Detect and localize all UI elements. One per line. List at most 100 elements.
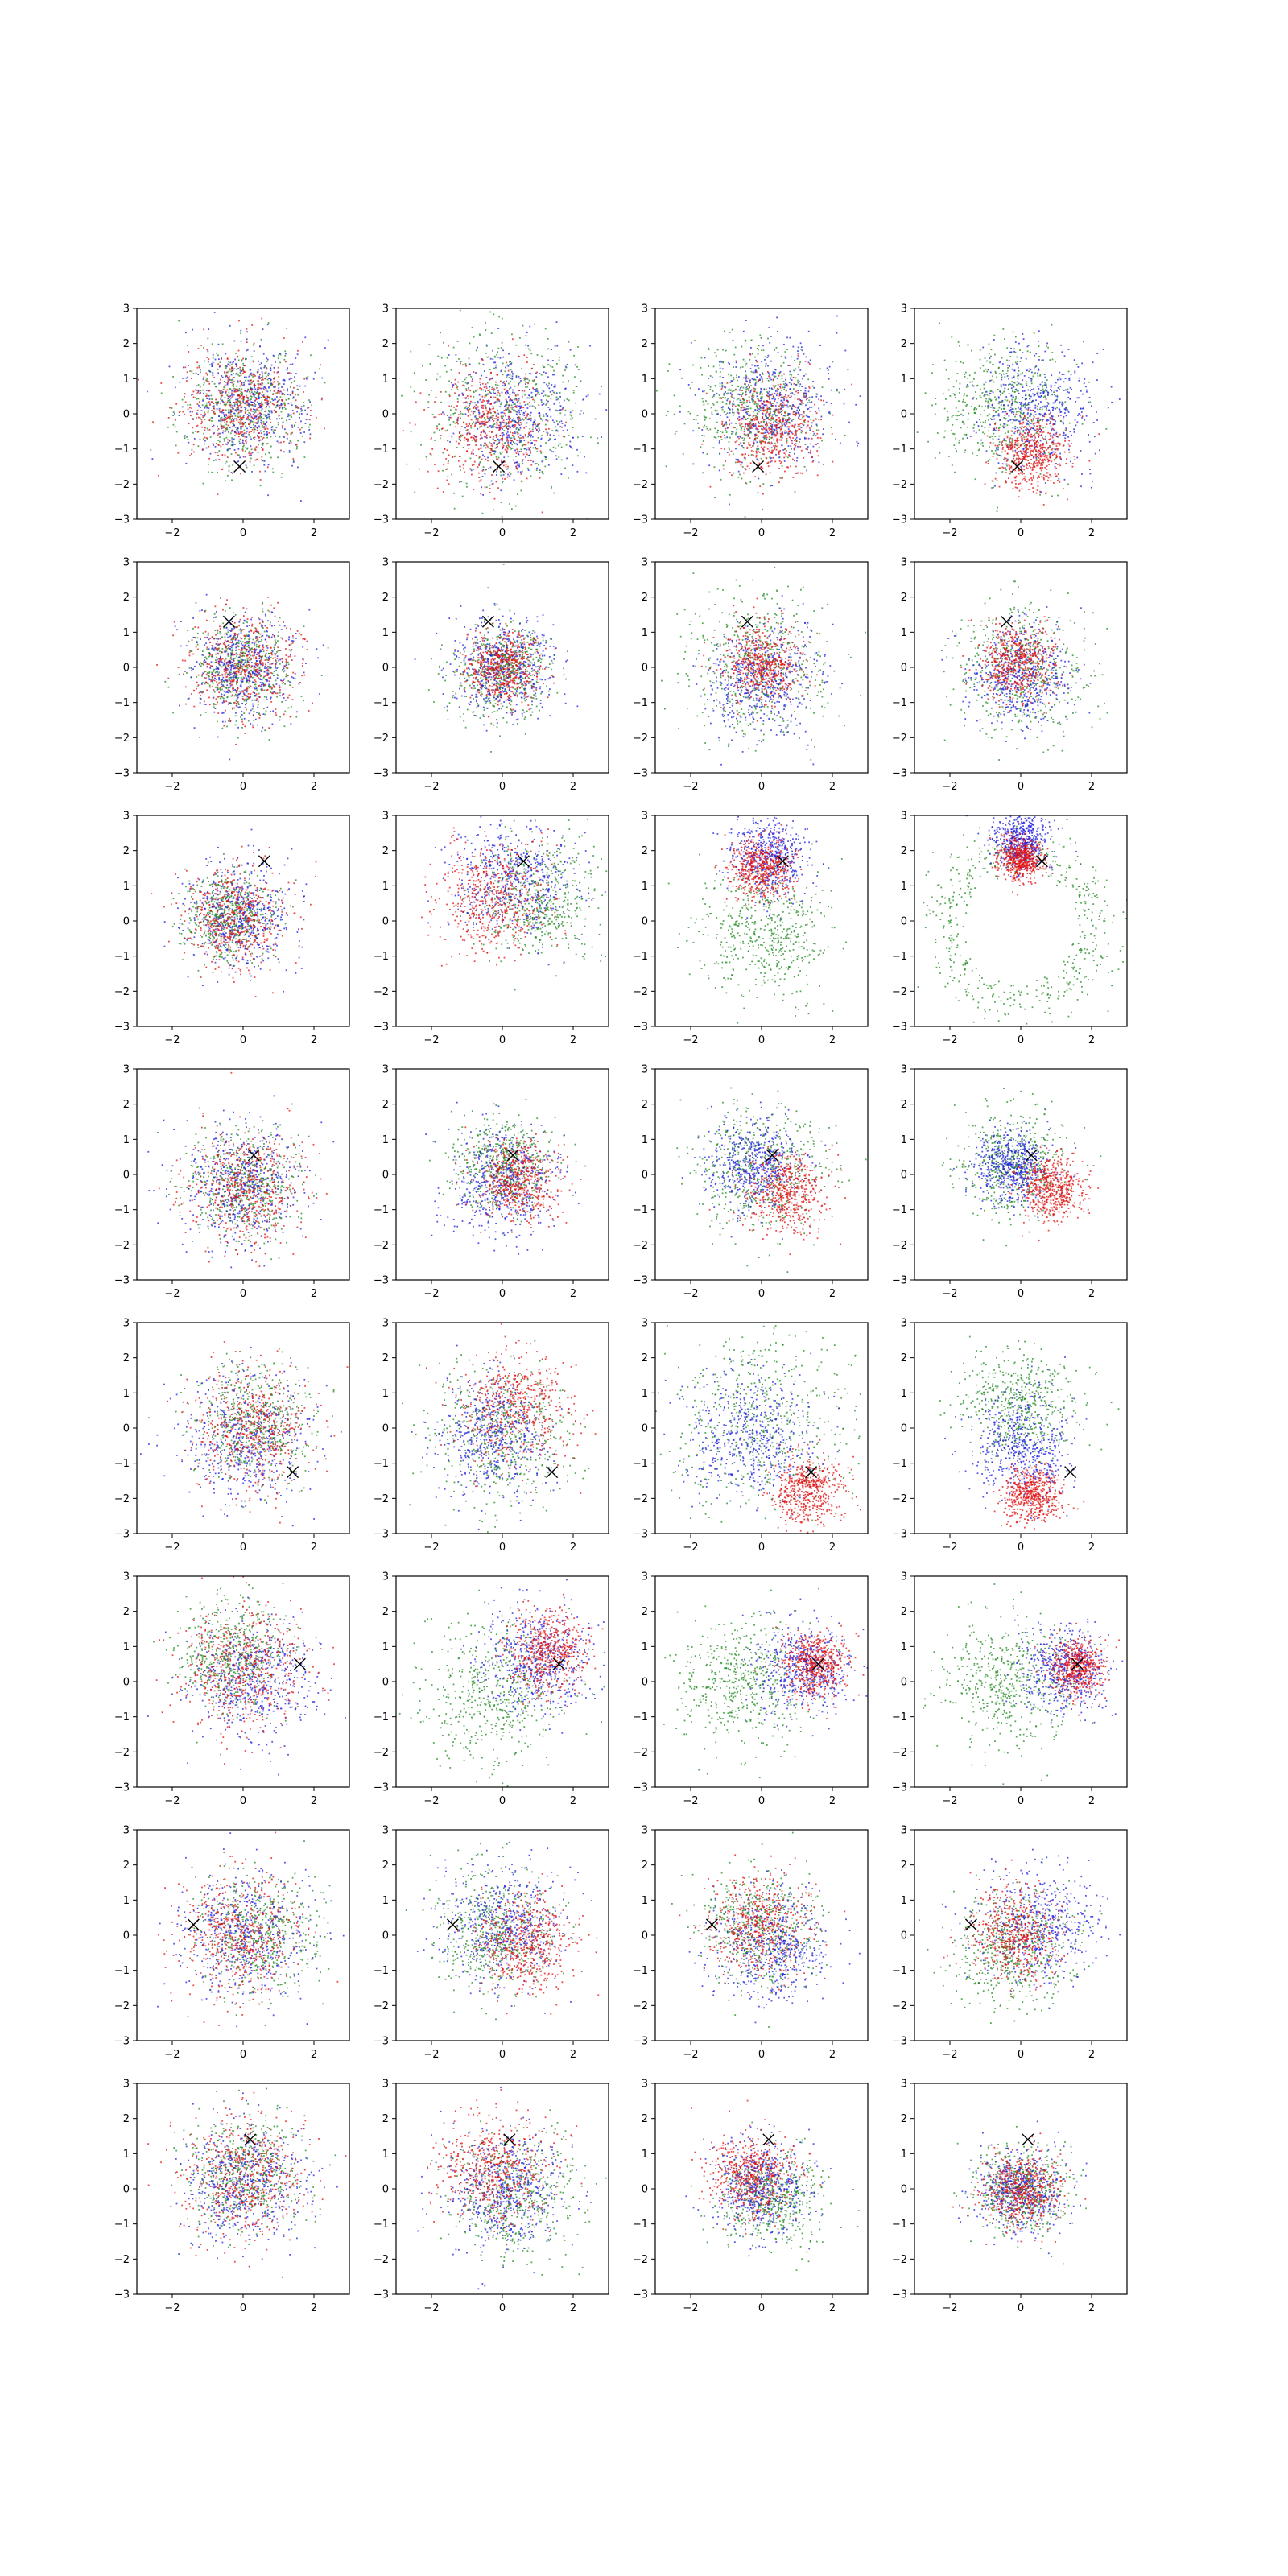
scatter-point-blue [505,404,506,407]
scatter-point-green [527,348,530,350]
scatter-point-red [720,448,723,449]
scatter-point-blue [518,405,520,407]
scatter-point-blue [797,350,799,352]
scatter-point-red [538,404,540,406]
scatter-point-blue [262,426,263,428]
scatter-point-green [489,311,492,313]
scatter-point-red [506,438,509,440]
scatter-point-green [207,471,209,473]
scatter-point-green [175,431,178,433]
scatter-point-green [217,369,219,370]
scatter-point-green [720,478,722,481]
scatter-point-green [484,417,485,419]
scatter-point-green [755,402,758,405]
scatter-point-red [467,438,469,440]
scatter-point-green [721,401,724,403]
scatter-point-blue [770,378,773,381]
scatter-point-red [224,422,226,423]
scatter-point-red [523,390,526,392]
scatter-point-green [225,423,228,426]
scatter-point-red [280,441,282,444]
scatter-point-blue [748,384,749,386]
scatter-point-green [943,407,946,410]
scatter-point-green [770,437,772,439]
scatter-point-red [770,452,773,454]
scatter-point-red [504,460,506,463]
scatter-point-blue [273,432,275,434]
scatter-point-green [226,371,229,374]
scatter-point-red [232,422,234,424]
scatter-point-red [532,398,534,401]
scatter-point-red [233,402,235,403]
scatter-point-green [219,419,221,422]
scatter-point-blue [766,431,769,433]
scatter-point-red [762,493,764,495]
scatter-point-green [784,415,786,417]
scatter-point-blue [740,436,741,438]
scatter-point-green [223,386,225,389]
scatter-point-red [208,457,210,460]
scatter-point-green [844,434,846,436]
scatter-point-red [482,404,484,407]
scatter-point-red [530,431,532,433]
scatter-point-red [485,432,486,435]
scatter-point-red [762,440,764,443]
scatter-point-red [506,446,508,448]
scatter-point-blue [533,406,535,408]
scatter-point-red [497,469,498,470]
scatter-point-green [461,381,464,382]
scatter-point-red [231,366,233,369]
scatter-point-blue [178,415,180,416]
scatter-point-green [291,382,293,384]
scatter-point-blue [749,368,752,369]
scatter-point-red [760,443,762,445]
scatter-point-blue [775,427,778,430]
scatter-point-red [455,426,456,428]
scatter-point-green [755,405,758,407]
scatter-point-blue [771,423,774,426]
scatter-point-blue [582,398,584,401]
scatter-point-blue [475,408,477,410]
scatter-point-blue [251,388,254,390]
scatter-point-green [779,411,782,414]
scatter-point-blue [254,402,255,405]
scatter-point-green [997,409,999,411]
scatter-point-blue [799,403,801,405]
scatter-point-red [462,464,464,466]
scatter-point-blue [530,442,532,444]
scatter-point-green [485,486,488,489]
scatter-point-blue [262,373,264,375]
scatter-point-blue [760,376,762,378]
scatter-point-red [219,365,221,367]
scatter-point-green [465,482,468,485]
scatter-point-blue [797,445,799,448]
scatter-point-red [440,413,443,415]
scatter-point-green [254,448,256,451]
scatter-point-green [947,416,949,419]
scatter-point-red [741,426,744,427]
scatter-point-red [780,439,782,441]
scatter-point-green [271,398,273,400]
scatter-point-blue [221,411,223,413]
scatter-point-red [275,411,276,413]
scatter-point-blue [805,394,807,397]
scatter-point-blue [496,474,497,476]
scatter-point-red [518,418,520,420]
scatter-point-blue [749,414,751,416]
scatter-point-green [228,403,230,406]
scatter-point-blue [232,378,234,381]
scatter-point-red [227,416,229,419]
scatter-point-blue [489,466,492,469]
scatter-point-green [225,436,228,439]
scatter-point-blue [554,384,556,386]
scatter-point-red [762,419,765,421]
scatter-point-blue [525,383,526,385]
scatter-point-green [287,398,290,400]
scatter-point-blue [737,458,739,460]
scatter-point-green [507,408,510,411]
scatter-point-blue [721,386,724,388]
scatter-point-red [729,472,731,473]
scatter-point-green [792,419,795,420]
scatter-point-green [509,388,510,390]
scatter-point-red [496,423,498,424]
